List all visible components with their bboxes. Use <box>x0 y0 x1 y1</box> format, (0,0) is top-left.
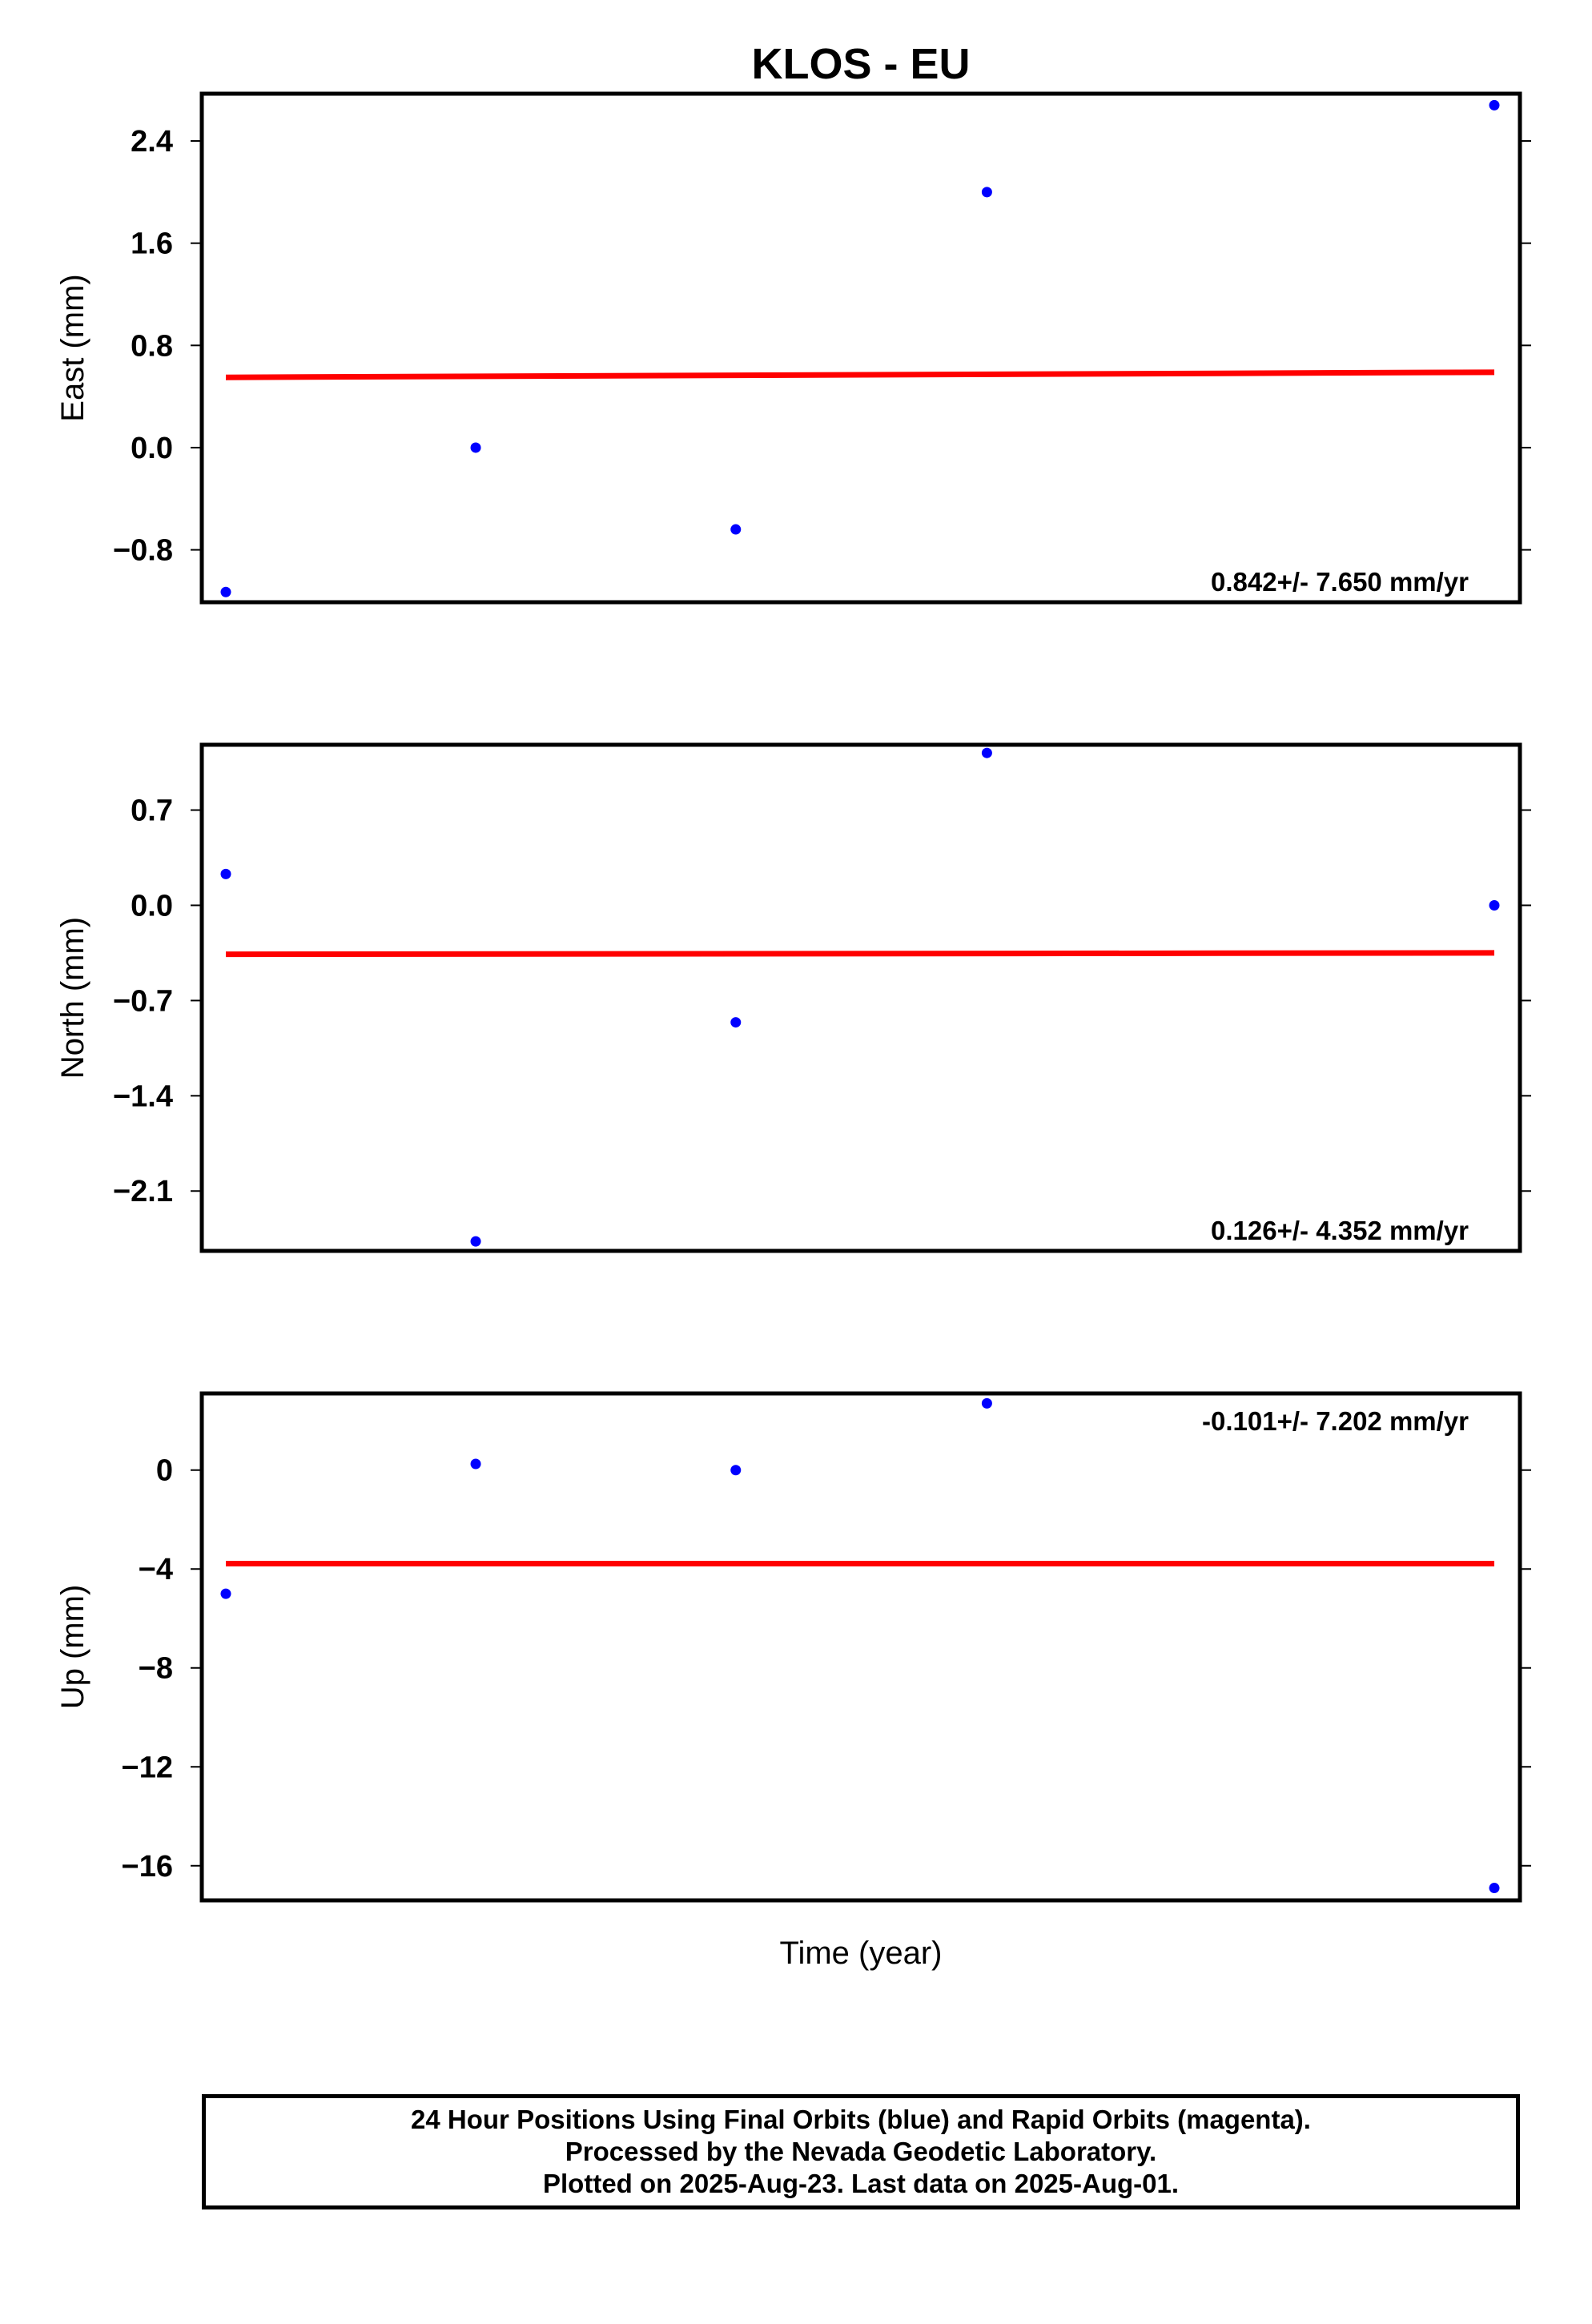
data-point <box>1489 899 1500 911</box>
data-point <box>981 187 992 198</box>
y-tick-label: 0.7 <box>131 794 173 828</box>
data-point <box>1489 99 1500 111</box>
y-tick-label: 0.0 <box>131 889 173 923</box>
y-tick-label: −16 <box>122 1850 173 1884</box>
plot-frame <box>199 1391 1522 1903</box>
y-axis-label: Up (mm) <box>55 1585 90 1710</box>
y-axis-label: East (mm) <box>55 274 90 421</box>
footer-line-2: Processed by the Nevada Geodetic Laborat… <box>565 2137 1157 2166</box>
y-tick-label: −0.8 <box>113 534 173 568</box>
data-point <box>1489 1883 1500 1894</box>
y-tick-label: −2.1 <box>113 1175 173 1208</box>
chart-title: KLOS - EU <box>751 40 970 88</box>
data-point <box>981 1397 992 1409</box>
rate-label: 0.842+/- 7.650 mm/yr <box>1211 567 1469 597</box>
data-point <box>981 747 992 758</box>
y-tick-label: 2.4 <box>131 125 173 159</box>
data-point <box>470 442 481 453</box>
y-tick-label: 0.8 <box>131 329 173 363</box>
plot-frame <box>199 91 1522 605</box>
plot-frame <box>199 742 1522 1253</box>
data-point <box>730 524 742 535</box>
data-point <box>730 1017 742 1028</box>
data-point <box>730 1465 742 1476</box>
y-tick-label: 0 <box>156 1454 173 1488</box>
rate-label: 0.126+/- 4.352 mm/yr <box>1211 1216 1469 1245</box>
y-tick-label: −0.7 <box>113 984 173 1018</box>
panel-east: 2.4 1.6 0.8 0.0 −0.8 East (mm) 0.842+/- 7.650 … <box>55 91 1531 605</box>
data-point <box>470 1236 481 1247</box>
y-tick-label: −8 <box>139 1652 173 1686</box>
data-point <box>220 1588 231 1599</box>
y-tick-label: −12 <box>122 1751 173 1784</box>
data-point <box>470 1458 481 1470</box>
trend-line <box>225 369 1495 380</box>
y-tick-label: −4 <box>139 1553 173 1586</box>
panel-north: 0.7 0.0 −0.7 −1.4 −2.1 North (mm) 0.126+/- 4.3… <box>55 742 1531 1253</box>
y-axis-label: North (mm) <box>55 917 90 1079</box>
rate-label: -0.101+/- 7.202 mm/yr <box>1202 1406 1469 1436</box>
panel-up: 0 −4 −8 −12 −16 Up (mm) -0.101+/- 7.202 mm/yr <box>55 1391 1531 1903</box>
trend-line <box>225 950 1495 958</box>
data-point <box>220 586 231 597</box>
y-tick-label: −1.4 <box>113 1080 173 1113</box>
data-point <box>220 868 231 879</box>
footer-line-3: Plotted on 2025-Aug-23. Last data on 202… <box>543 2169 1179 2198</box>
x-axis-label: Time (year) <box>780 1936 943 1971</box>
y-tick-label: 1.6 <box>131 227 173 261</box>
footer-note-box: 24 Hour Positions Using Final Orbits (bl… <box>202 2094 1520 2209</box>
footer-line-1: 24 Hour Positions Using Final Orbits (bl… <box>411 2105 1311 2134</box>
y-tick-label: 0.0 <box>131 432 173 465</box>
panels: 2.4 1.6 0.8 0.0 −0.8 East (mm) 0.842+/- 7.650 … <box>55 91 1531 1903</box>
